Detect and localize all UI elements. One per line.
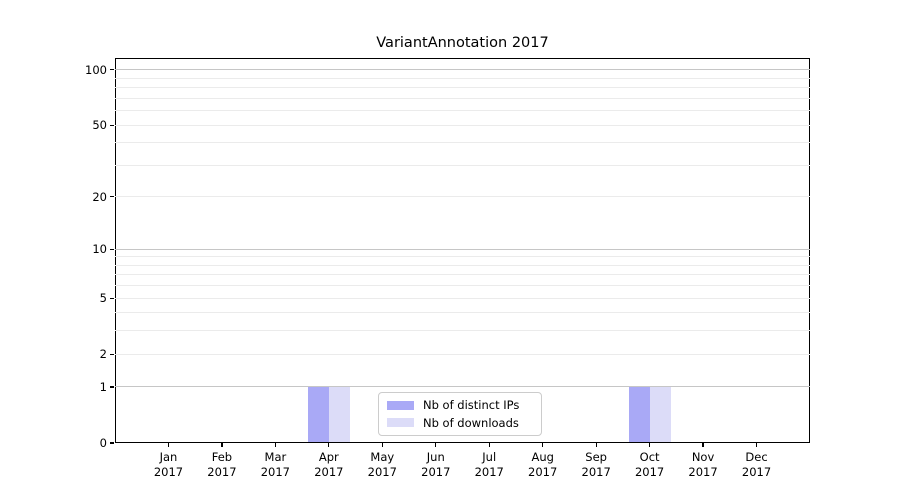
- bar-downloads: [649, 386, 671, 442]
- minor-gridline: [115, 87, 810, 89]
- y-tick-mark: [110, 124, 114, 126]
- y-tick-label: 50: [92, 118, 107, 133]
- y-tick-label: 2: [99, 347, 107, 362]
- plot-area: [115, 58, 810, 443]
- legend-item-downloads: Nb of downloads: [387, 416, 533, 430]
- y-tick-label: 0: [99, 436, 107, 450]
- legend-item-distinct-ips: Nb of distinct IPs: [387, 398, 533, 412]
- minor-gridline: [115, 353, 810, 355]
- legend: Nb of distinct IPs Nb of downloads: [378, 392, 542, 436]
- x-tick-mark: [221, 443, 223, 447]
- minor-gridline: [115, 164, 810, 166]
- x-tick-mark: [167, 443, 170, 447]
- minor-gridline: [115, 297, 810, 299]
- minor-gridline: [115, 312, 810, 314]
- x-tick-mark: [755, 443, 758, 447]
- minor-gridline: [115, 77, 810, 79]
- major-gridline: [115, 248, 810, 250]
- y-tick-mark: [110, 297, 114, 299]
- y-tick-mark: [110, 353, 114, 355]
- major-gridline: [115, 69, 810, 71]
- bar-downloads: [328, 386, 350, 442]
- minor-gridline: [115, 274, 810, 276]
- x-tick-mark: [435, 443, 437, 447]
- y-tick-label: 10: [92, 242, 107, 257]
- minor-gridline: [115, 124, 810, 126]
- major-gridline: [115, 386, 810, 388]
- bar-distinct-ips: [307, 386, 329, 442]
- y-tick-mark: [110, 196, 114, 198]
- minor-gridline: [115, 330, 810, 332]
- y-tick-mark: [110, 386, 114, 388]
- bar-distinct-ips: [628, 386, 650, 442]
- minor-gridline: [115, 97, 810, 99]
- x-tick-mark: [488, 443, 490, 447]
- x-tick-mark: [649, 443, 651, 447]
- minor-gridline: [115, 142, 810, 144]
- x-tick-mark: [595, 443, 597, 447]
- y-tick-mark: [110, 442, 114, 444]
- legend-swatch-distinct-ips: [387, 400, 414, 411]
- x-tick-mark: [328, 443, 330, 447]
- minor-gridline: [115, 196, 810, 198]
- y-tick-mark: [110, 248, 114, 250]
- minor-gridline: [115, 264, 810, 266]
- legend-label-downloads: Nb of downloads: [423, 415, 519, 430]
- legend-swatch-downloads: [387, 417, 414, 428]
- minor-gridline: [115, 285, 810, 287]
- x-tick-mark: [381, 443, 383, 447]
- x-tick-label: Dec 2017: [741, 450, 772, 479]
- x-tick-mark: [702, 443, 704, 447]
- y-tick-label: 20: [92, 189, 107, 204]
- minor-gridline: [115, 110, 810, 112]
- y-tick-label: 1: [99, 379, 107, 394]
- y-tick-mark: [110, 69, 114, 71]
- minor-gridline: [115, 256, 810, 258]
- x-tick-mark: [274, 443, 276, 447]
- legend-label-distinct-ips: Nb of distinct IPs: [423, 398, 520, 413]
- y-tick-label: 100: [85, 62, 107, 77]
- chart-title: VariantAnnotation 2017: [376, 35, 549, 51]
- x-tick-mark: [542, 443, 544, 447]
- y-tick-label: 5: [99, 291, 107, 306]
